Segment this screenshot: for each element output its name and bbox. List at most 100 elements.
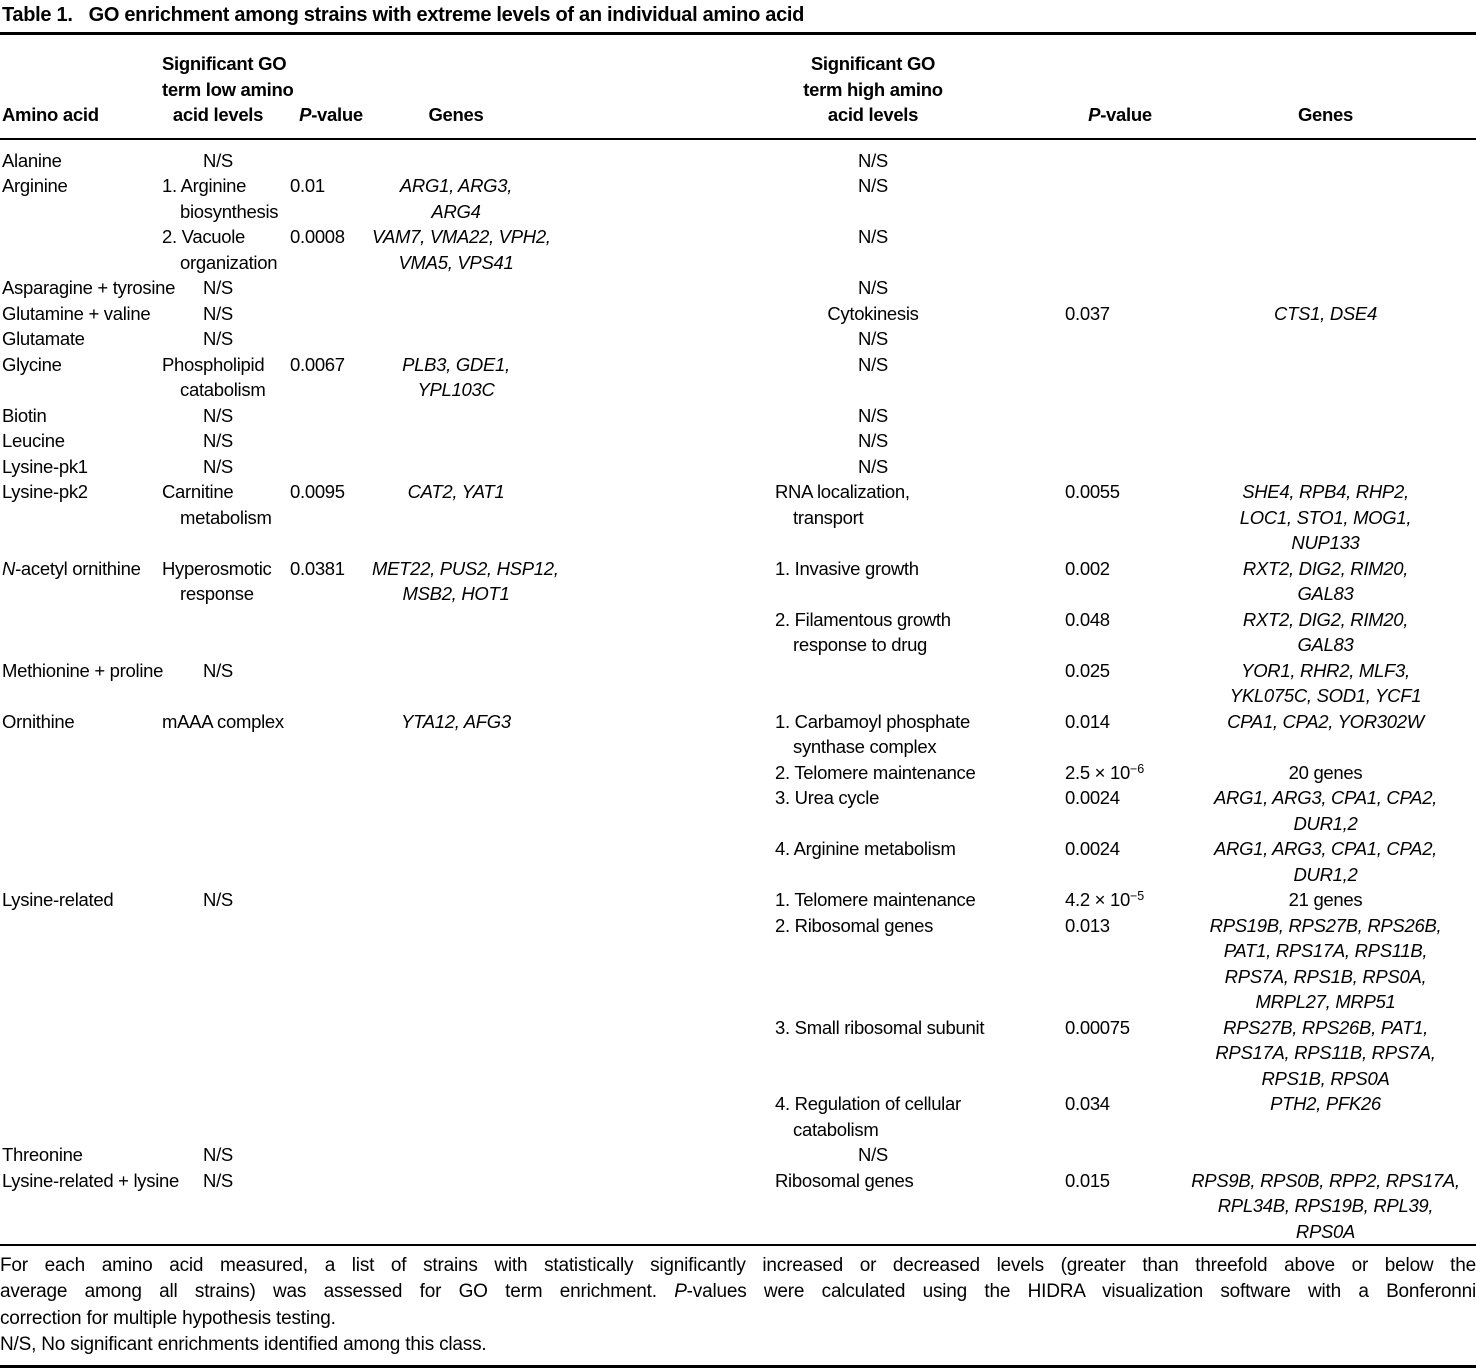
- cell-genes-high: [1175, 148, 1476, 174]
- table-row: Lysine-related N/S 1. Telomere maintenance…: [0, 887, 1476, 913]
- amino-acid-name: Alanine: [2, 149, 62, 171]
- go-term-line: N/S: [203, 302, 233, 324]
- go-term-line: catabolism: [793, 1118, 879, 1140]
- go-term-line: 2. Ribosomal genes: [775, 914, 934, 936]
- column-gap: [540, 275, 765, 301]
- go-term-line: 1. Invasive growth: [775, 557, 919, 579]
- go-term-line: organization: [180, 251, 278, 273]
- header-rule: [0, 137, 1476, 140]
- cell-go-term-high: 2. Ribosomal genes: [765, 913, 1065, 1015]
- cell-pvalue-low: [280, 887, 372, 913]
- table-title: Table 1. GO enrichment among strains with…: [0, 0, 1476, 32]
- p-value: 0.002: [1065, 557, 1110, 579]
- table-body: Alanine N/S N/S Arginine 1. Arginine biosynth…: [0, 140, 1476, 1245]
- table-row: Arginine 1. Arginine biosynthesis 0.01 ARG1,…: [0, 173, 1476, 224]
- cell-genes-low: VAM7, VMA22, VPH2, VMA5, VPS41: [372, 224, 551, 275]
- go-term-line: 3. Urea cycle: [775, 787, 880, 808]
- cell-go-term-high: 2. Telomere maintenance: [765, 760, 1065, 786]
- cell-amino-acid: [0, 607, 158, 658]
- column-gap: [540, 760, 765, 786]
- go-term-line: N/S: [858, 455, 888, 477]
- genes-line: RPS27B, RPS26B, PAT1,: [1223, 1016, 1428, 1038]
- cell-pvalue-high: 0.0055: [1065, 479, 1175, 556]
- amino-acid-name: Asparagine + tyrosine: [2, 277, 176, 298]
- go-term-line: N/S: [858, 353, 888, 375]
- table-row: Methionine + proline N/S 0.025 YOR1, RHR2, …: [0, 658, 1476, 709]
- cell-genes-high: [1175, 403, 1476, 429]
- cell-genes-high: ARG1, ARG3, CPA1, CPA2, DUR1,2: [1175, 836, 1476, 887]
- cell-go-term-high: N/S: [765, 148, 1065, 174]
- cell-amino-acid: [0, 760, 158, 786]
- cell-go-term-low: N/S: [158, 1142, 280, 1168]
- cell-amino-acid: [0, 785, 158, 836]
- column-gap: [540, 556, 765, 607]
- cell-genes-high: 20 genes: [1175, 760, 1476, 786]
- cell-pvalue-high: 4.2 × 10−5: [1065, 887, 1175, 913]
- cell-genes-low: [372, 428, 540, 454]
- cell-go-term-low: N/S: [158, 148, 280, 174]
- cell-pvalue-low: [280, 836, 372, 887]
- cell-genes-high: [1175, 352, 1476, 403]
- table-row: Alanine N/S N/S: [0, 148, 1476, 174]
- cell-genes-low: CAT2, YAT1: [372, 479, 540, 556]
- table-row: N-acetyl ornithine Hyperosmotic response 0.…: [0, 556, 1476, 607]
- cell-amino-acid: Glycine: [0, 352, 158, 403]
- amino-acid-name: Lysine-pk2: [2, 481, 88, 502]
- genes-line: PLB3, GDE1,: [402, 353, 510, 375]
- cell-go-term-low: [158, 836, 280, 887]
- amino-acid-name: Lysine-pk1: [2, 455, 88, 477]
- genes-line: RPS0A: [1295, 1220, 1356, 1242]
- cell-go-term-high: N/S: [765, 352, 1065, 403]
- table-row: Lysine-pk2 Carnitine metabolism 0.0095 CAT2,…: [0, 479, 1476, 556]
- go-term-line: N/S: [203, 430, 233, 451]
- go-term-line: 3. Small ribosomal subunit: [775, 1016, 985, 1038]
- cell-pvalue-low: 0.0095: [280, 479, 372, 556]
- table-row: Asparagine + tyrosine N/S N/S: [0, 275, 1476, 301]
- cell-go-term-high: 1. Invasive growth: [765, 556, 1065, 607]
- cell-genes-high: RPS19B, RPS27B, RPS26B, PAT1, RPS17A, RPS…: [1175, 913, 1476, 1015]
- amino-acid-name: Ornithine: [2, 710, 75, 732]
- cell-go-term-high: [765, 658, 1065, 709]
- go-term-line: catabolism: [180, 379, 266, 400]
- column-gap: [540, 224, 765, 275]
- genes-line: RXT2, DIG2, RIM20,: [1242, 557, 1409, 579]
- genes-line: CTS1, DSE4: [1274, 302, 1377, 324]
- go-term-line: Hyperosmotic: [162, 557, 272, 579]
- cell-go-term-high: N/S: [765, 403, 1065, 429]
- cell-amino-acid: Leucine: [0, 428, 158, 454]
- go-term-line: 2. Filamentous growth: [775, 608, 951, 630]
- cell-go-term-high: 3. Small ribosomal subunit: [765, 1015, 1065, 1092]
- genes-line: 21 genes: [1288, 889, 1363, 910]
- cell-go-term-high: 1. Carbamoyl phosphate synthase complex: [765, 709, 1065, 760]
- cell-genes-high: RPS27B, RPS26B, PAT1, RPS17A, RPS11B, RPS…: [1175, 1015, 1476, 1092]
- table-bottom-rule: [0, 1244, 1476, 1246]
- cell-amino-acid: Threonine: [0, 1142, 158, 1168]
- cell-genes-high: PTH2, PFK26: [1175, 1091, 1476, 1142]
- cell-amino-acid: [0, 1015, 158, 1092]
- table-row: Glutamate N/S N/S: [0, 326, 1476, 352]
- go-term-line: N/S: [858, 430, 888, 451]
- cell-go-term-high: 1. Telomere maintenance: [765, 887, 1065, 913]
- footnote-line: For each amino acid measured, a list of …: [0, 1255, 1476, 1276]
- p-value: 0.015: [1065, 1169, 1110, 1191]
- cell-amino-acid: Methionine + proline: [0, 658, 163, 709]
- genes-line: SHE4, RPB4, RHP2,: [1242, 481, 1409, 502]
- column-gap: [540, 1015, 765, 1092]
- cell-genes-low: [372, 275, 540, 301]
- genes-line: 20 genes: [1288, 761, 1363, 783]
- cell-go-term-high: N/S: [765, 275, 1065, 301]
- column-gap: [540, 1168, 765, 1245]
- table-row: 2. Vacuole organization 0.0008 VAM7, VMA22,…: [0, 224, 1476, 275]
- p-value: 0.0067: [290, 353, 345, 375]
- genes-line: YTA12, AFG3: [401, 710, 511, 732]
- cell-amino-acid: [0, 1091, 158, 1142]
- table-row: Glutamine + valine N/S Cytokinesis 0.037 CTS…: [0, 301, 1476, 327]
- table-row: 2. Filamentous growth response to drug 0.0…: [0, 607, 1476, 658]
- go-term-line: transport: [793, 506, 864, 528]
- cell-genes-low: ARG1, ARG3, ARG4: [372, 173, 540, 224]
- go-term-line: Phospholipid: [162, 353, 265, 375]
- go-term-line: N/S: [858, 149, 888, 171]
- cell-go-term-low: Hyperosmotic response: [158, 556, 280, 607]
- cell-pvalue-low: [280, 658, 372, 709]
